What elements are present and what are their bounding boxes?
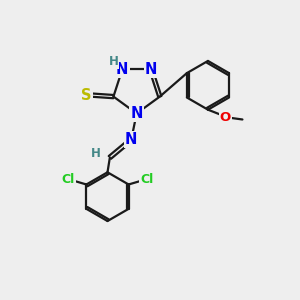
Text: N: N: [130, 106, 143, 121]
Text: H: H: [108, 55, 118, 68]
Text: N: N: [145, 62, 157, 77]
Text: S: S: [81, 88, 92, 103]
Text: Cl: Cl: [61, 172, 75, 186]
Text: N: N: [116, 62, 128, 77]
Text: N: N: [125, 132, 137, 147]
Text: H: H: [91, 147, 101, 161]
Text: O: O: [220, 111, 231, 124]
Text: Cl: Cl: [140, 172, 154, 186]
